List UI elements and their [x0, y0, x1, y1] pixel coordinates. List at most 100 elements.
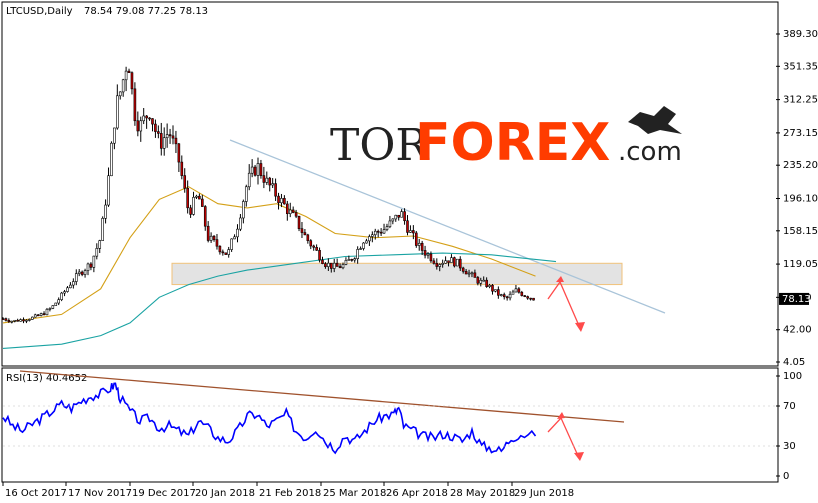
candle-body [151, 118, 154, 125]
candle-body [72, 281, 75, 286]
price-y-tick-label: 389.30 [783, 29, 818, 40]
candle-body [139, 120, 143, 132]
candle-body [218, 245, 222, 253]
candle-body [373, 230, 377, 236]
candle-body [335, 262, 339, 267]
candle-body [353, 258, 357, 261]
candle-body [473, 272, 477, 278]
candle-body [39, 313, 43, 316]
candle-body [412, 230, 415, 234]
candle-body [19, 319, 22, 322]
candle-body [183, 175, 187, 189]
candle-body [177, 143, 181, 163]
candle-body [303, 232, 307, 236]
candle-body [242, 201, 245, 219]
candle-body [110, 142, 113, 177]
trendlines [229, 139, 666, 314]
candle-body [494, 289, 497, 292]
candle-body [107, 175, 110, 206]
candle-body [22, 319, 25, 322]
x-tick-label: 20 Jan 2018 [195, 488, 255, 499]
candle-body [441, 263, 444, 265]
candle-body [224, 252, 228, 255]
candle-body [520, 291, 524, 296]
candles-group [1, 66, 535, 324]
candle-body [306, 234, 310, 241]
date-x-axis: 16 Oct 2017 17 Nov 2017 19 Dec 2017 20 Jan … [2, 482, 574, 499]
candle-body [145, 115, 148, 119]
candle-body [198, 195, 201, 200]
candle-body [162, 137, 166, 149]
candle-body [180, 161, 184, 176]
candle-body [347, 259, 351, 261]
rsi-y-tick-label: 0 [783, 471, 789, 482]
candle-body [502, 294, 506, 298]
candle-body [16, 319, 19, 322]
candle-body [397, 214, 400, 218]
price-forecast-arrowhead-down [575, 322, 585, 332]
rsi-y-tick-label: 70 [783, 401, 796, 412]
candle-body [10, 320, 14, 323]
x-tick-label: 21 Feb 2018 [259, 488, 321, 499]
candle-body [28, 319, 31, 321]
candle-body [168, 134, 172, 137]
candle-body [482, 279, 485, 282]
candle-body [121, 79, 125, 93]
candle-body [467, 272, 471, 275]
candle-body [274, 183, 277, 197]
candle-body [429, 253, 433, 262]
candle-body [69, 284, 72, 289]
rsi-lines [2, 370, 625, 455]
candle-body [277, 195, 280, 204]
candle-body [385, 226, 389, 230]
candle-body [341, 264, 345, 269]
rsi-y-tick-label: 30 [783, 441, 796, 452]
candle-body [461, 267, 465, 272]
ma-fast-line [2, 186, 536, 324]
candle-body [212, 235, 216, 240]
x-tick-label: 17 Nov 2017 [68, 488, 132, 499]
current-price-text: 78.13 [782, 294, 811, 305]
candle-body [294, 212, 298, 217]
candle-body [133, 88, 137, 122]
candle-body [271, 183, 274, 186]
candle-body [514, 288, 518, 293]
moving-averages [2, 186, 557, 349]
rsi-forecast-arrowhead-up [557, 412, 565, 419]
candle-body [142, 115, 145, 122]
candle-body [80, 271, 84, 275]
candle-body [291, 209, 295, 213]
candle-body [391, 218, 395, 222]
candle-body [505, 296, 509, 299]
price-forecast-arrowhead-up [556, 276, 564, 282]
candle-body [116, 95, 119, 129]
candle-body [464, 271, 468, 275]
candle-body [247, 172, 251, 188]
rsi-y-axis: 100 70 30 0 [3, 371, 802, 482]
x-tick-label: 26 Apr 2018 [386, 488, 448, 499]
candle-body [221, 251, 225, 254]
candle-body [394, 214, 398, 220]
candle-body [1, 318, 5, 320]
candle-body [388, 220, 392, 228]
candle-body [324, 263, 327, 267]
candle-body [444, 260, 447, 264]
torforex-logo: TOR FOREX .com [330, 106, 682, 173]
candle-body [74, 273, 78, 282]
candle-body [414, 232, 418, 246]
candle-body [426, 253, 430, 256]
current-price-box [779, 292, 809, 305]
candle-body [450, 257, 453, 263]
candle-body [253, 166, 257, 176]
candle-body [165, 134, 169, 139]
candle-body [174, 137, 178, 145]
candle-body [239, 217, 242, 230]
candle-body [438, 264, 442, 267]
candle-body [406, 220, 409, 233]
rsi-line [2, 382, 537, 455]
logo-com-text: .com [618, 137, 682, 167]
candle-body [60, 292, 63, 300]
candle-body [453, 257, 456, 267]
ma-slow-line [2, 252, 557, 349]
candle-body [362, 242, 365, 249]
